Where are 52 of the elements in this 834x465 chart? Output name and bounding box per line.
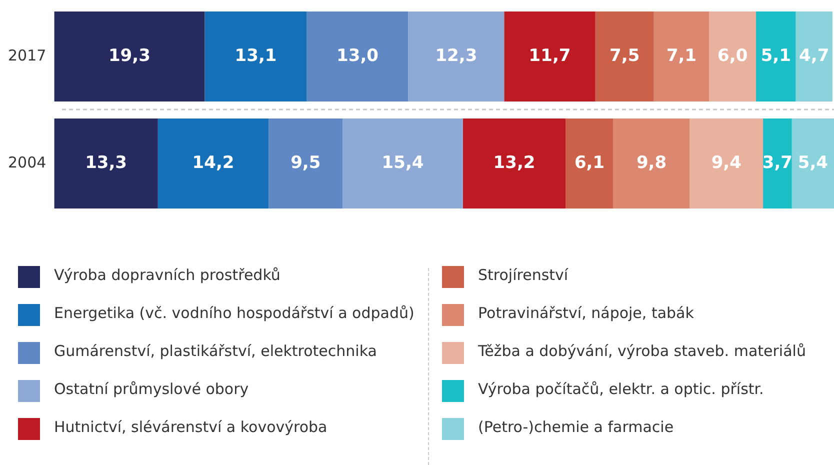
bar bbox=[654, 12, 710, 102]
data-label: 4,7 bbox=[799, 46, 830, 66]
legend-label: Strojírenství bbox=[478, 266, 568, 284]
bar bbox=[690, 118, 764, 208]
bar bbox=[709, 12, 756, 102]
bar bbox=[54, 12, 205, 102]
legend-label: Výroba dopravních prostředků bbox=[54, 266, 280, 284]
data-label: 11,7 bbox=[528, 46, 571, 66]
data-label: 15,4 bbox=[382, 152, 424, 173]
bar bbox=[408, 12, 504, 102]
data-label: 13,1 bbox=[234, 46, 277, 66]
data-label: 6,0 bbox=[718, 46, 748, 66]
data-label: 19,3 bbox=[108, 46, 150, 66]
bar bbox=[566, 118, 614, 208]
bar bbox=[342, 118, 463, 208]
data-label: 5,1 bbox=[760, 46, 791, 66]
legend-label: Potravinářství, nápoje, tabák bbox=[478, 304, 694, 322]
y-tick-label: 2017 bbox=[8, 46, 46, 64]
data-label: 13,2 bbox=[493, 152, 536, 173]
data-label: 9,5 bbox=[290, 152, 321, 173]
data-label: 12,3 bbox=[435, 46, 478, 66]
legend-label: Hutnictví, slévárenství a kovovýroba bbox=[54, 418, 328, 436]
data-label: 3,7 bbox=[762, 152, 793, 173]
bar bbox=[792, 118, 834, 208]
bar bbox=[796, 12, 832, 102]
data-label: 9,4 bbox=[711, 152, 742, 173]
legend-label: Gumárenství, plastikářství, elektrotechnika bbox=[54, 342, 377, 360]
data-label: 13,3 bbox=[85, 152, 128, 173]
data-label: 7,5 bbox=[610, 46, 640, 66]
data-label: 6,1 bbox=[574, 152, 605, 173]
legend-label: Energetika (vč. vodního hospodářství a odpadů) bbox=[54, 304, 414, 322]
bar bbox=[763, 118, 792, 208]
data-label: 5,4 bbox=[798, 152, 828, 173]
bar bbox=[756, 12, 796, 102]
legend-label: Výroba počítačů, elektr. a optic. přístr. bbox=[478, 380, 764, 398]
bar bbox=[204, 12, 307, 102]
legend-label: (Petro-)chemie a farmacie bbox=[478, 418, 674, 436]
bar bbox=[613, 118, 690, 208]
bar bbox=[504, 12, 596, 102]
data-label: 13,0 bbox=[336, 46, 379, 66]
data-label: 7,1 bbox=[666, 46, 697, 66]
data-label: 14,2 bbox=[192, 152, 234, 173]
bar bbox=[268, 118, 343, 208]
bar bbox=[54, 118, 158, 208]
y-tick-label: 2004 bbox=[8, 153, 46, 172]
legend-label: Těžba a dobývání, výroba staveb. materiálů bbox=[478, 342, 806, 360]
data-label: 9,8 bbox=[636, 152, 667, 173]
bar bbox=[158, 118, 269, 208]
bar bbox=[595, 12, 654, 102]
legend-label: Ostatní průmyslové obory bbox=[54, 380, 249, 398]
bar bbox=[306, 12, 408, 102]
bar bbox=[462, 118, 566, 208]
